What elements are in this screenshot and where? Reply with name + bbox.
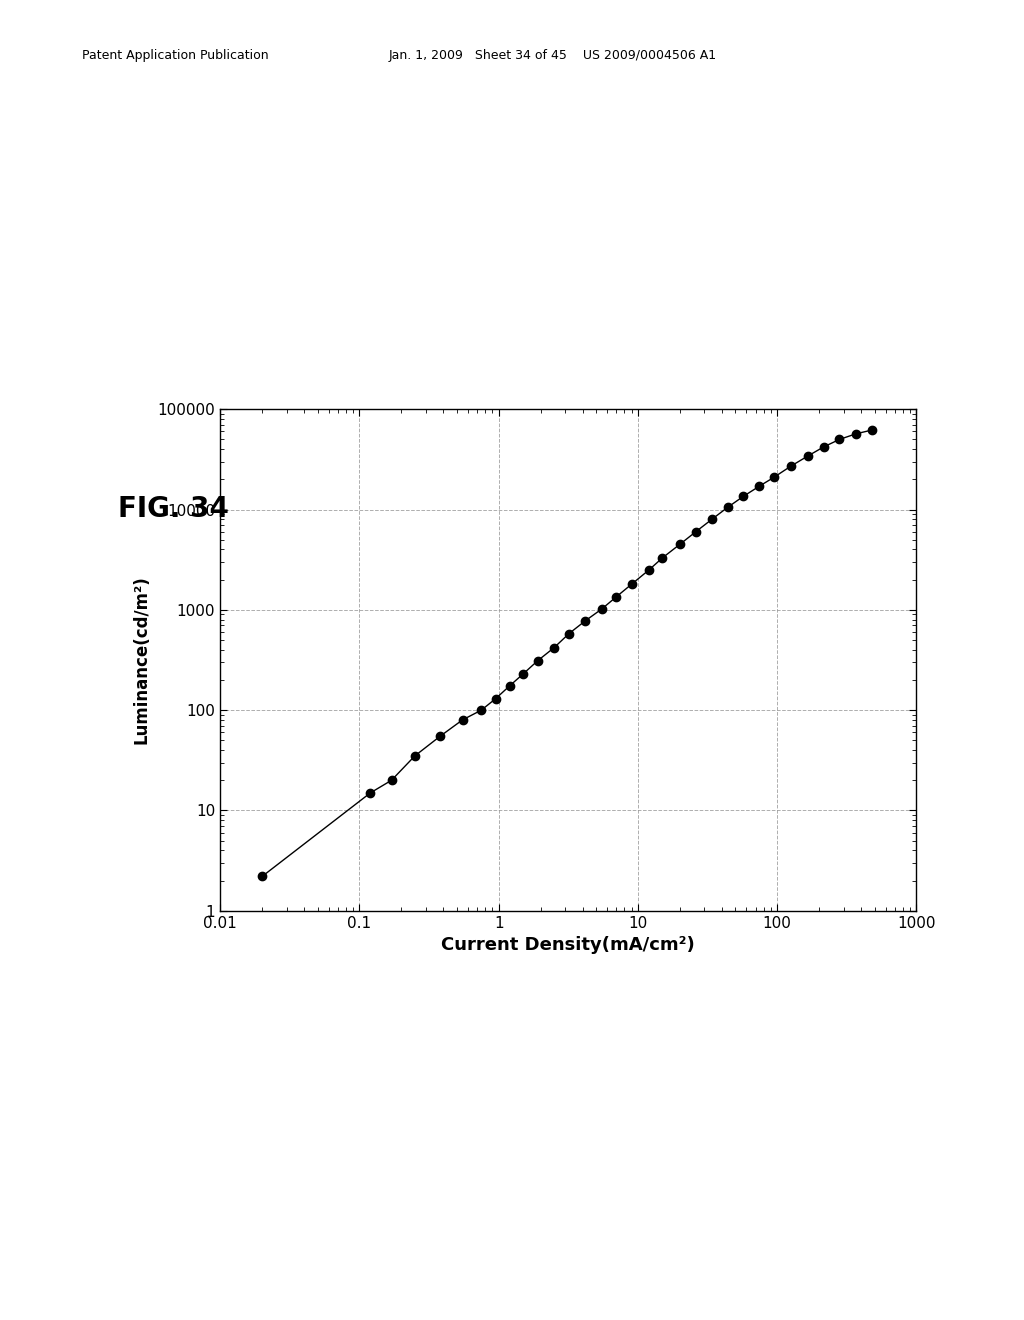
Point: [703, 508, 720, 529]
Point: [782, 455, 799, 477]
Point: [831, 429, 848, 450]
Point: [594, 598, 610, 619]
Text: FIG. 34: FIG. 34: [118, 495, 228, 523]
Text: Jan. 1, 2009   Sheet 34 of 45    US 2009/0004506 A1: Jan. 1, 2009 Sheet 34 of 45 US 2009/0004…: [389, 49, 717, 62]
Point: [487, 688, 504, 709]
Point: [766, 467, 782, 488]
Point: [815, 437, 831, 458]
Point: [751, 475, 767, 496]
Point: [624, 574, 640, 595]
Point: [515, 664, 531, 685]
Point: [720, 496, 736, 517]
Point: [362, 783, 379, 804]
Point: [383, 770, 399, 791]
Point: [407, 746, 423, 767]
Point: [641, 560, 657, 581]
Point: [735, 486, 752, 507]
Point: [864, 420, 881, 441]
Point: [672, 533, 688, 554]
Point: [608, 586, 625, 607]
Point: [848, 424, 864, 445]
Point: [687, 521, 703, 543]
Point: [529, 651, 546, 672]
Point: [254, 866, 270, 887]
Point: [502, 676, 518, 697]
Point: [455, 709, 471, 730]
Point: [578, 610, 594, 631]
Point: [473, 700, 489, 721]
Point: [546, 638, 562, 659]
Y-axis label: Luminance(cd/m²): Luminance(cd/m²): [132, 576, 151, 744]
Point: [432, 726, 449, 747]
X-axis label: Current Density(mA/cm²): Current Density(mA/cm²): [441, 936, 695, 954]
Point: [654, 548, 671, 569]
Text: Patent Application Publication: Patent Application Publication: [82, 49, 268, 62]
Point: [561, 623, 578, 644]
Point: [800, 446, 816, 467]
